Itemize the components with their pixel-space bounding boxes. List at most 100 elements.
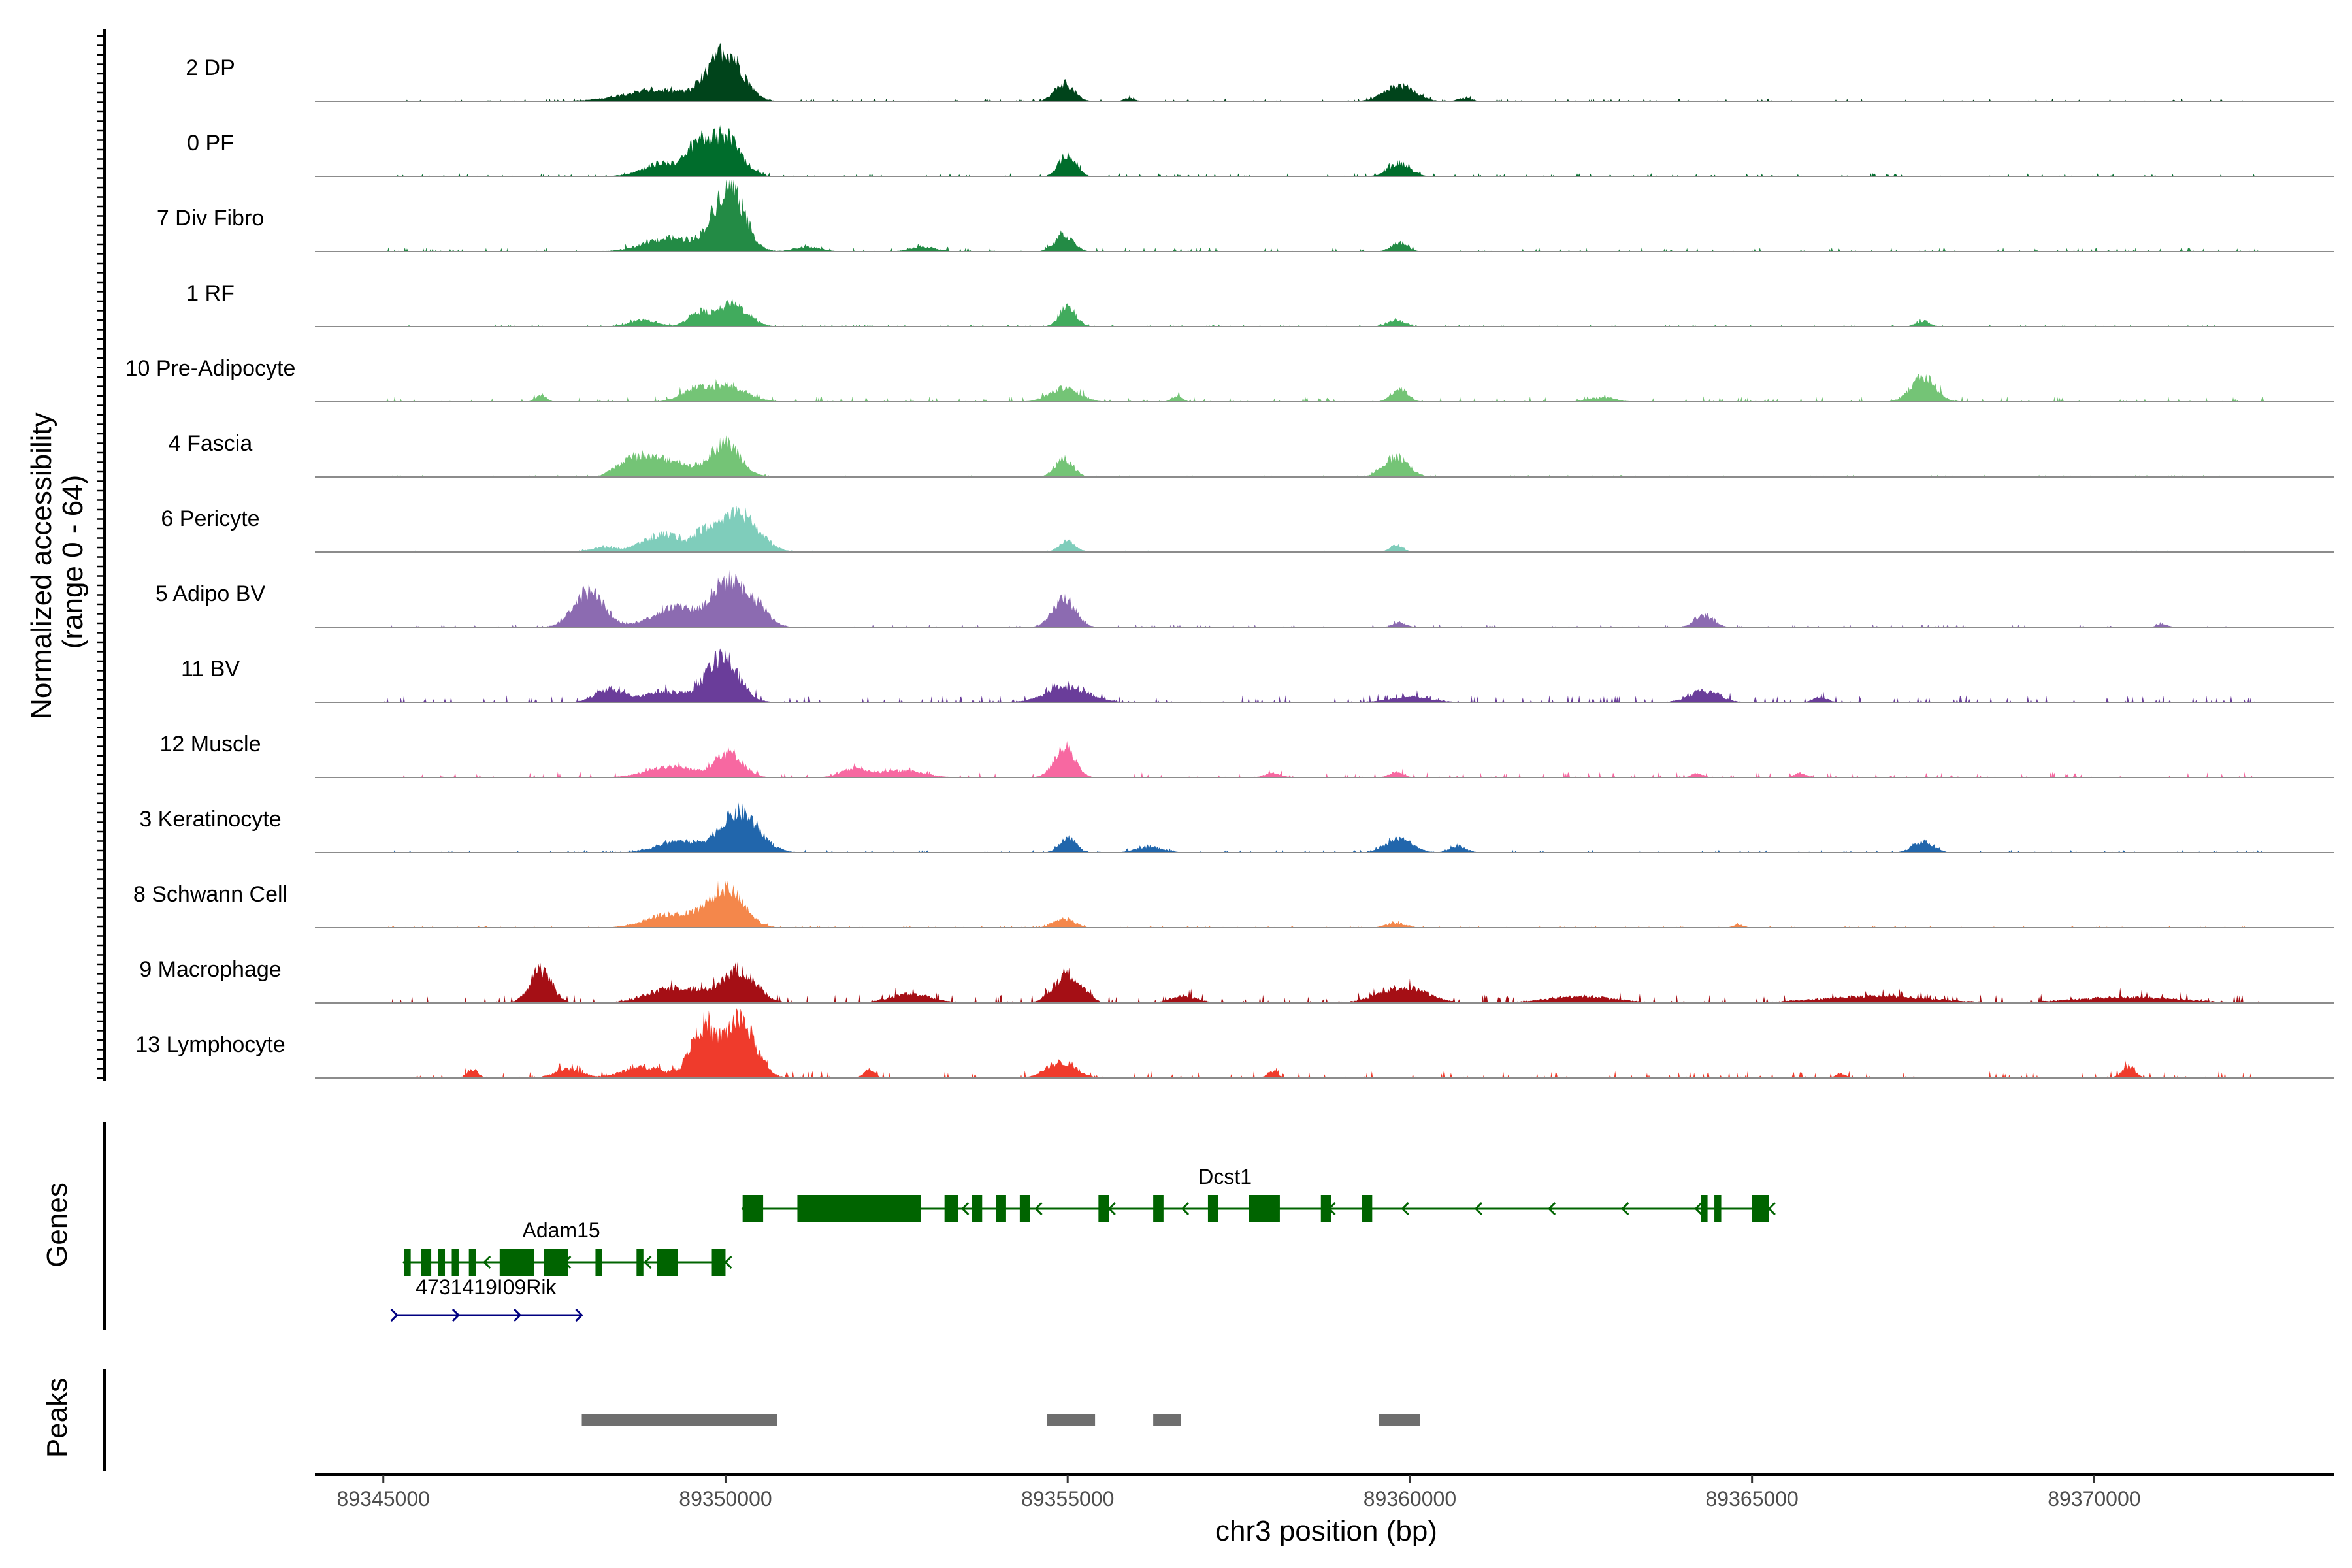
track-9-macrophage: 9 Macrophage [139,957,2334,1004]
strand-arrow [390,1308,399,1322]
track-label: 0 PF [187,131,234,155]
track-label: 8 Schwann Cell [133,882,287,907]
track-label: 1 RF [186,281,235,306]
exon [404,1249,411,1276]
exon [595,1249,602,1276]
track-4-fascia: 4 Fascia [169,431,2334,478]
track-label: 13 Lymphocyte [135,1032,285,1057]
track-11-bv: 11 BV [181,648,2334,703]
coverage-y-axis [97,29,106,1081]
gene-adam15: Adam15 [402,1218,732,1276]
gene-label: 4731419I09Rik [416,1275,557,1299]
x-tick-label: 89350000 [679,1487,772,1511]
y-axis-title-line1: Normalized accessibility [25,412,57,719]
exon [1752,1195,1769,1222]
strand-arrow [1181,1201,1190,1216]
track-3-keratinocyte: 3 Keratinocyte [139,802,2334,853]
exon [711,1249,726,1276]
strand-arrow [1034,1201,1043,1216]
strand-arrow [1548,1201,1556,1216]
gene-label: Dcst1 [1198,1165,1252,1188]
gene-label: Adam15 [522,1218,600,1242]
strand-arrow [1401,1201,1409,1216]
strand-arrow [514,1308,522,1322]
strand-arrow [724,1255,732,1269]
exon [421,1249,432,1276]
exon [544,1249,568,1276]
peak-region [1047,1414,1096,1426]
strand-arrow [961,1201,970,1216]
exon [1098,1195,1109,1222]
y-axis-title-line2: (range 0 - 64) [57,475,89,649]
coverage-area [383,570,2265,627]
x-tick-label: 89355000 [1021,1487,1114,1511]
coverage-area [383,740,2265,777]
exon [1019,1195,1030,1222]
track-1-rf: 1 RF [186,281,2334,327]
gene-annotations: Dcst1 Adam15 4731419I09Rik [390,1165,1776,1322]
x-tick-label: 89360000 [1364,1487,1456,1511]
track-label: 7 Div Fibro [157,206,264,231]
track-label: 10 Pre-Adipocyte [125,356,296,381]
exon [1714,1195,1722,1222]
exon [944,1195,958,1222]
strand-arrow [575,1308,583,1322]
peak-regions [581,1414,1420,1426]
exon [1249,1195,1280,1222]
track-label: 9 Macrophage [139,957,281,982]
strand-arrow [644,1255,652,1269]
y-axis-title: Normalized accessibility (range 0 - 64) [25,404,89,719]
track-2-dp: 2 DP [186,42,2334,102]
peak-region [1379,1414,1420,1426]
exon [636,1249,644,1276]
track-label: 12 Muscle [160,732,261,757]
x-tick-label: 89370000 [2048,1487,2140,1511]
track-12-muscle: 12 Muscle [160,732,2334,778]
track-13-lymphocyte: 13 Lymphocyte [135,1008,2334,1079]
exon [1153,1195,1164,1222]
strand-arrow [451,1308,461,1322]
exon [438,1249,446,1276]
peaks-panel-label: Peaks [41,1378,73,1458]
exon [1362,1195,1373,1222]
peak-region [1153,1414,1181,1426]
track-label: 6 Pericyte [161,506,259,531]
x-tick-label: 89365000 [1705,1487,1798,1511]
coverage-tracks: 2 DP 0 PF 7 Div Fibro 1 RF 10 Pre-Adipocyte 4… [125,42,2334,1079]
exon [996,1195,1006,1222]
track-label: 4 Fascia [169,431,253,456]
x-tick-label: 89345000 [337,1487,430,1511]
track-6-pericyte: 6 Pericyte [161,506,2334,553]
gene-dcst1: Dcst1 [741,1165,1776,1222]
strand-arrow [483,1255,491,1269]
peak-region [581,1414,777,1426]
track-5-adipo-bv: 5 Adipo BV [155,570,2334,628]
track-label: 11 BV [181,657,240,681]
exon [972,1195,983,1222]
coverage-area [383,1008,2265,1078]
track-label: 5 Adipo BV [155,581,266,606]
exon [1701,1195,1708,1222]
strand-arrow [1621,1201,1629,1216]
strand-arrow [1694,1201,1703,1216]
exon [1320,1195,1331,1222]
exon [657,1249,678,1276]
x-axis: 89345000 89350000 89355000 89360000 89365000… [315,1473,2334,1511]
exon [499,1249,534,1276]
exon [451,1249,459,1276]
x-axis-title: chr3 position (bp) [1215,1515,1437,1547]
track-0-pf: 0 PF [187,125,2334,177]
exon [1207,1195,1218,1222]
exon [742,1195,764,1222]
track-label: 2 DP [186,56,235,80]
track-label: 3 Keratinocyte [139,807,281,832]
strand-arrow [1474,1201,1482,1216]
genes-panel-label: Genes [41,1183,73,1267]
strand-arrow [1107,1201,1116,1216]
exon [468,1249,476,1276]
gene-4731419i09rik: 4731419I09Rik [390,1275,583,1322]
track-10-pre-adipocyte: 10 Pre-Adipocyte [125,356,2334,402]
exon [797,1195,921,1222]
track-8-schwann-cell: 8 Schwann Cell [133,881,2334,928]
